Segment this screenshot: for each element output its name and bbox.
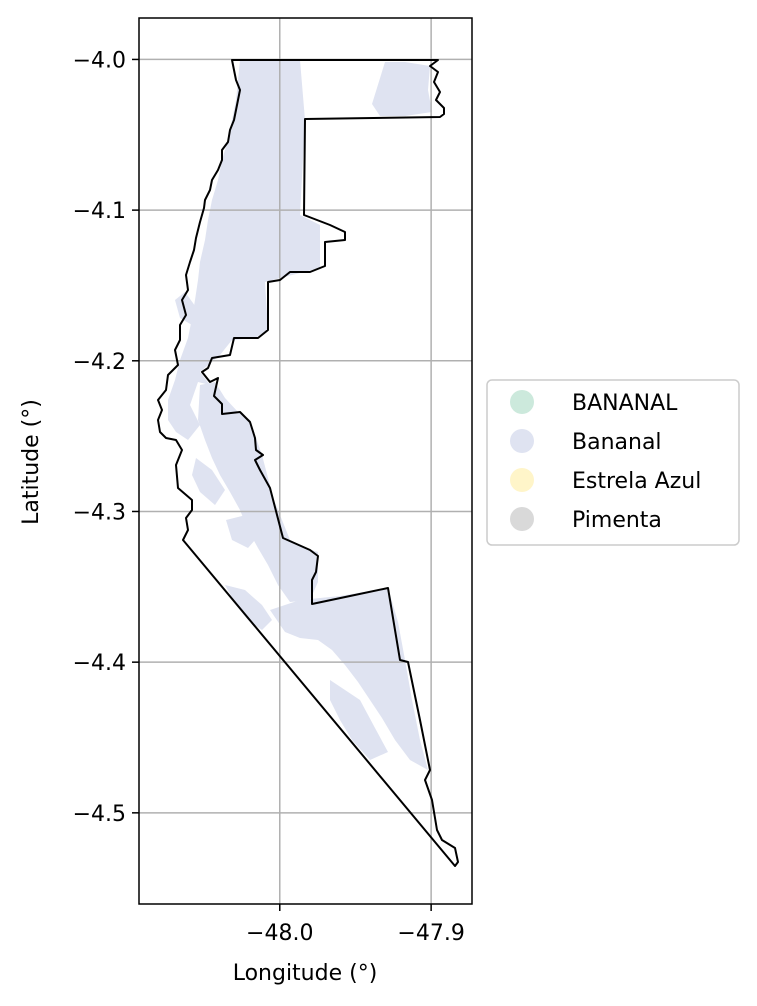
bananal-area-fill bbox=[168, 60, 432, 770]
y-tick-label: −4.1 bbox=[73, 199, 126, 224]
legend-marker bbox=[510, 390, 534, 414]
x-tick-label: −48.0 bbox=[246, 921, 313, 946]
legend-marker bbox=[510, 507, 534, 531]
x-axis-label: Longitude (°) bbox=[233, 961, 378, 986]
x-ticks: −48.0 −47.9 bbox=[246, 904, 465, 946]
legend-frame bbox=[486, 379, 740, 546]
y-tick-label: −4.0 bbox=[73, 48, 126, 73]
legend-label: Pimenta bbox=[572, 508, 662, 533]
legend-marker bbox=[510, 468, 534, 492]
y-tick-label: −4.4 bbox=[73, 651, 126, 676]
axes-frame bbox=[138, 17, 473, 905]
legend-label: BANANAL bbox=[572, 391, 678, 416]
y-axis-label: Latitude (°) bbox=[19, 399, 44, 525]
municipality-boundary bbox=[157, 59, 459, 867]
legend-label: Bananal bbox=[572, 430, 662, 455]
y-ticks: −4.0 −4.1 −4.2 −4.3 −4.4 −4.5 bbox=[73, 48, 139, 827]
y-tick-label: −4.5 bbox=[73, 802, 126, 827]
y-tick-label: −4.3 bbox=[73, 500, 126, 525]
legend-marker bbox=[510, 429, 534, 453]
legend-label: Estrela Azul bbox=[572, 469, 701, 494]
y-tick-label: −4.2 bbox=[73, 350, 126, 375]
legend: BANANAL Bananal Estrela Azul Pimenta bbox=[486, 379, 740, 546]
gridlines bbox=[139, 18, 472, 904]
x-tick-label: −47.9 bbox=[397, 921, 464, 946]
